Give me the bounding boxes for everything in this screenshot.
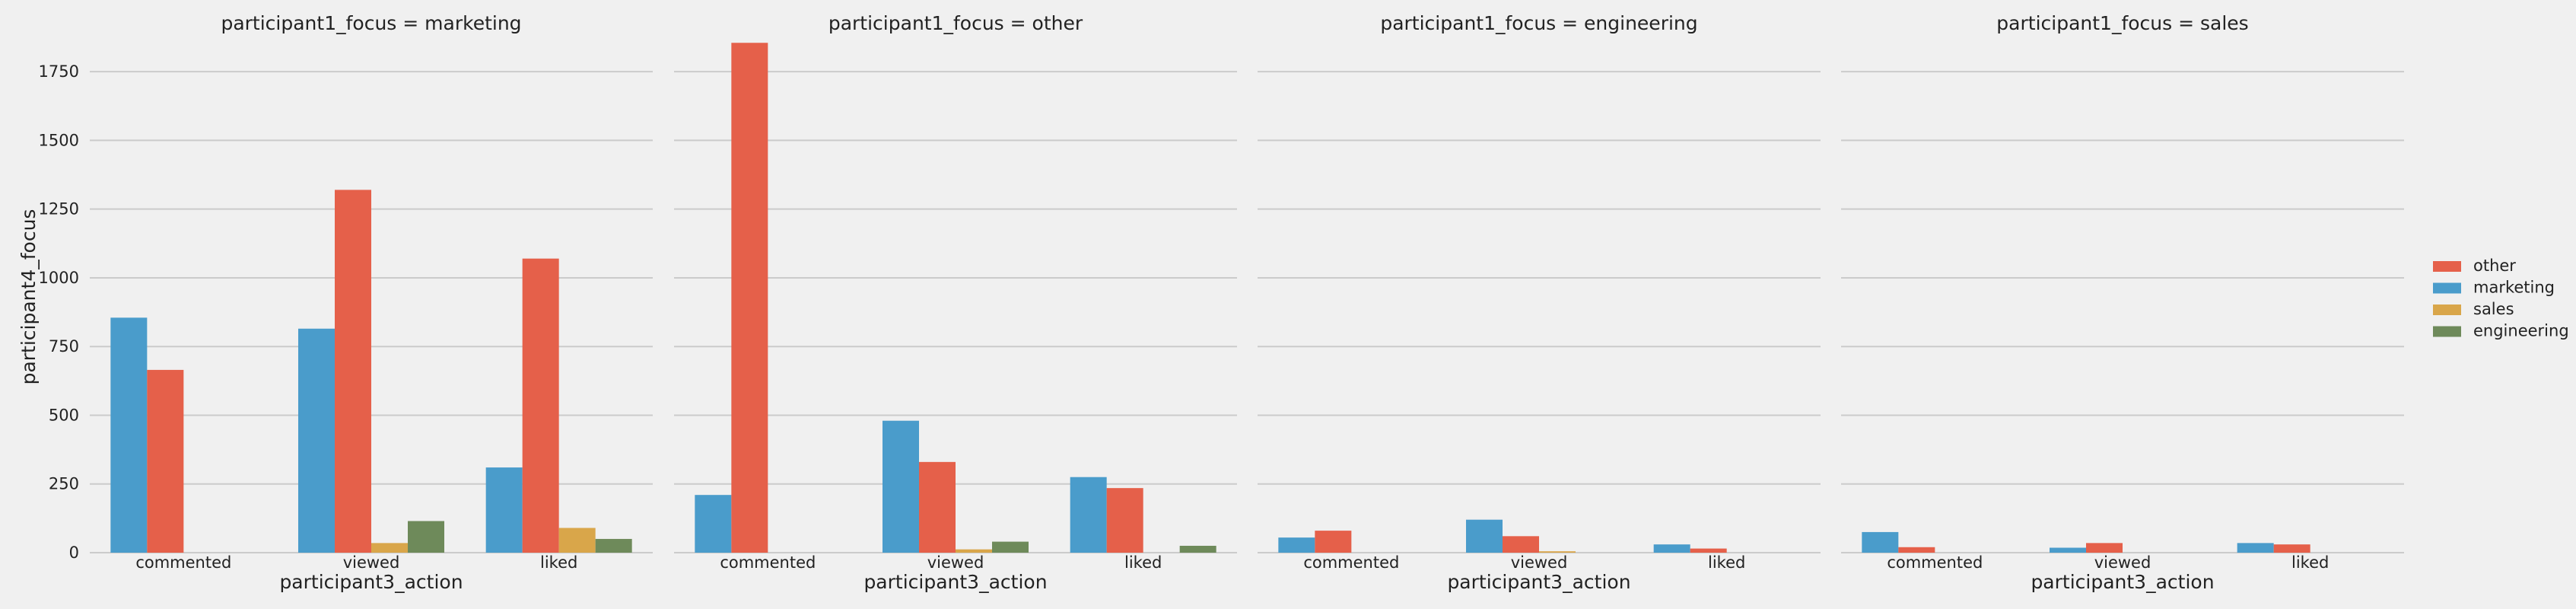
x-axis-label: participant3_action [1447, 571, 1630, 593]
legend-item-other: other [2433, 257, 2516, 275]
x-tick-label: viewed [1511, 553, 1568, 572]
bar-other-commented [1898, 547, 1935, 553]
bar-other-liked [1106, 488, 1143, 553]
x-tick-label: liked [540, 553, 577, 572]
y-tick-label: 250 [49, 475, 79, 493]
facet-panel-0: participant1_focus = marketing commented v… [39, 12, 653, 593]
bar-other-commented [731, 43, 768, 553]
bar-marketing-viewed [2050, 547, 2086, 553]
y-tick-label: 0 [69, 544, 79, 562]
facet-panels: participant1_focus = marketing commented v… [39, 12, 2404, 593]
facet-panel-2: participant1_focus = engineering commente… [1258, 12, 1821, 593]
bar-other-viewed [335, 190, 371, 553]
legend-label: marketing [2473, 279, 2555, 297]
legend-item-sales: sales [2433, 300, 2514, 318]
bar-sales-viewed [956, 549, 992, 553]
facet-title: participant1_focus = sales [1996, 12, 2248, 34]
bar-marketing-liked [2237, 543, 2274, 553]
legend-label: other [2473, 257, 2516, 275]
bar-marketing-viewed [1466, 519, 1503, 553]
x-tick-label: liked [1124, 553, 1162, 572]
bar-engineering-liked [1179, 545, 1216, 553]
facet-panel-3: participant1_focus = sales commented viewe… [1841, 12, 2404, 593]
bar-marketing-commented [695, 495, 732, 553]
bar-other-viewed [2086, 543, 2123, 553]
x-tick-label: commented [135, 553, 231, 572]
x-tick-label: viewed [2094, 553, 2151, 572]
bar-marketing-commented [1278, 537, 1315, 553]
x-axis-label: participant3_action [863, 571, 1047, 593]
bar-marketing-liked [485, 467, 523, 553]
y-tick-label: 1500 [39, 131, 79, 149]
bar-marketing-liked [1653, 544, 1690, 553]
facet-title: participant1_focus = engineering [1380, 12, 1697, 34]
x-tick-label: commented [1303, 553, 1399, 572]
bar-other-liked [1690, 548, 1727, 553]
bar-other-liked [522, 258, 559, 553]
y-tick-label: 1250 [39, 200, 79, 218]
bar-other-viewed [919, 461, 956, 553]
legend-item-engineering: engineering [2433, 322, 2569, 340]
legend-swatch [2433, 326, 2461, 337]
legend-item-marketing: marketing [2433, 279, 2555, 297]
legend-label: sales [2473, 300, 2514, 318]
x-tick-label: viewed [343, 553, 400, 572]
x-tick-label: commented [720, 553, 816, 572]
legend-swatch [2433, 304, 2461, 315]
bar-sales-viewed [371, 543, 408, 553]
y-tick-label: 500 [49, 406, 79, 424]
x-tick-label: liked [1708, 553, 1745, 572]
bar-engineering-viewed [408, 521, 444, 553]
bar-marketing-commented [110, 317, 148, 553]
y-tick-label: 1000 [39, 269, 79, 287]
bar-marketing-commented [1862, 531, 1899, 553]
bar-other-commented [147, 369, 184, 553]
bar-sales-viewed [1539, 551, 1576, 553]
legend-swatch [2433, 261, 2461, 272]
legend-swatch [2433, 282, 2461, 294]
bar-other-liked [2273, 544, 2310, 553]
bar-other-commented [1315, 531, 1352, 553]
y-tick-label: 1750 [39, 62, 79, 81]
bar-marketing-liked [1070, 477, 1107, 553]
y-axis-label: participant4_focus [17, 209, 40, 385]
x-tick-label: liked [2291, 553, 2329, 572]
x-tick-label: commented [1887, 553, 1983, 572]
bar-engineering-viewed [992, 541, 1029, 553]
x-axis-label: participant3_action [2031, 571, 2214, 593]
x-axis-label: participant3_action [279, 571, 463, 593]
legend: other marketing sales engineering [2433, 257, 2569, 340]
facet-panel-1: participant1_focus = other commented viewe… [674, 12, 1237, 593]
bar-marketing-viewed [883, 420, 919, 553]
bar-other-viewed [1503, 536, 1539, 553]
bar-engineering-liked [595, 538, 632, 553]
x-tick-label: viewed [927, 553, 984, 572]
bar-sales-liked [558, 528, 596, 553]
legend-label: engineering [2473, 322, 2569, 340]
y-tick-label: 750 [49, 337, 79, 356]
facet-title: participant1_focus = marketing [221, 12, 521, 34]
bar-marketing-viewed [298, 328, 335, 553]
facet-title: participant1_focus = other [828, 12, 1083, 34]
